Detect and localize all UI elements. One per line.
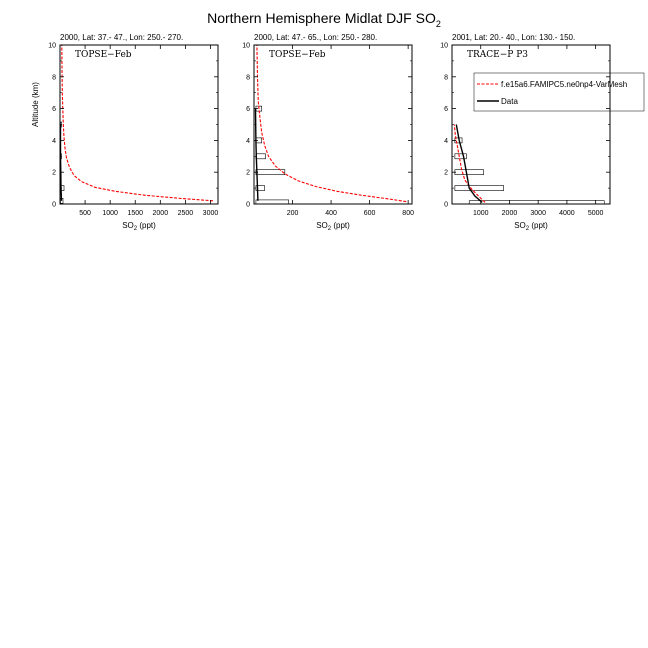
x-axis-label-unit: (ppt) [137, 221, 156, 230]
panel-label: TOPSE−Feb [75, 50, 132, 60]
y-tick-label: 0 [246, 202, 250, 209]
y-tick-label: 6 [52, 106, 56, 113]
x-axis-label: SO2 (ppt) [514, 221, 548, 232]
legend-entry: Data [501, 97, 518, 106]
y-tick-label: 4 [52, 138, 56, 145]
figure-title: Northern Hemisphere Midlat DJF SO2 [207, 10, 441, 29]
plot-area [453, 124, 605, 204]
plot-area [60, 45, 214, 204]
y-tick-label: 8 [444, 74, 448, 81]
y-tick-label: 2 [52, 170, 56, 177]
chart-panel-1: 2000, Lat: 37.- 47., Lon: 250.- 270. TOPS… [31, 33, 219, 232]
x-tick-label: 400 [325, 210, 337, 217]
x-tick-label: 2500 [178, 210, 194, 217]
plot-frame [59, 44, 219, 205]
plot-area [254, 45, 407, 204]
x-axis-label-main: SO [514, 221, 526, 230]
x-tick-label: 2000 [153, 210, 169, 217]
x-axis-label-unit: (ppt) [529, 221, 548, 230]
y-axis-label: Altitude (km) [31, 82, 40, 127]
x-tick-label: 2000 [502, 210, 518, 217]
x-tick-label: 5000 [588, 210, 604, 217]
x-axis-label: SO2 (ppt) [122, 221, 156, 232]
y-tick-label: 8 [52, 74, 56, 81]
x-axis-label-subscript: 2 [526, 226, 530, 232]
x-tick-label: 600 [364, 210, 376, 217]
panel-subtitle: 2000, Lat: 47.- 65., Lon: 250.- 280. [254, 33, 377, 42]
data-profile-line [455, 124, 483, 203]
panel-label: TRACE−P P3 [467, 50, 528, 60]
x-axis-label-subscript: 2 [328, 226, 332, 232]
y-tick-label: 0 [52, 202, 56, 209]
x-axis-label-subscript: 2 [134, 226, 138, 232]
y-tick-label: 10 [440, 43, 448, 50]
x-tick-label: 1000 [102, 210, 118, 217]
x-tick-label: 500 [79, 210, 91, 217]
y-tick-label: 0 [444, 202, 448, 209]
panel-subtitle: 2000, Lat: 37.- 47., Lon: 250.- 270. [60, 33, 183, 42]
x-tick-label: 4000 [559, 210, 575, 217]
y-tick-label: 8 [246, 74, 250, 81]
data-range-box [255, 153, 266, 160]
data-range-box [468, 200, 605, 204]
y-tick-label: 10 [242, 43, 250, 50]
legend-entry: f.e15a6.FAMIPC5.ne0np4-VarMesh [501, 80, 627, 89]
panel-label: TOPSE−Feb [269, 50, 326, 60]
x-tick-label: 200 [287, 210, 299, 217]
x-tick-label: 3000 [203, 210, 219, 217]
y-tick-label: 6 [444, 106, 448, 113]
y-tick-label: 2 [246, 170, 250, 177]
y-tick-label: 4 [246, 138, 250, 145]
figure-title-subscript: 2 [436, 19, 441, 29]
chart-panel-2: 2000, Lat: 47.- 65., Lon: 250.- 280. TOPS… [242, 33, 414, 232]
data-range-box [454, 185, 505, 191]
x-axis-label: SO2 (ppt) [316, 221, 350, 232]
x-axis-label-unit: (ppt) [331, 221, 350, 230]
model-profile-line [453, 124, 486, 203]
x-tick-label: 800 [402, 210, 414, 217]
data-range-box [454, 169, 484, 175]
data-range-box [454, 153, 467, 160]
data-profile-line [254, 108, 259, 201]
y-tick-label: 10 [48, 43, 56, 50]
x-tick-label: 3000 [530, 210, 546, 217]
y-tick-label: 4 [444, 138, 448, 145]
x-axis-label-main: SO [122, 221, 134, 230]
data-profile-line [60, 124, 63, 201]
plot-frame [451, 44, 611, 205]
figure-title-main: Northern Hemisphere Midlat DJF SO [207, 10, 436, 26]
model-profile-line [61, 45, 214, 202]
panels: 2000, Lat: 37.- 47., Lon: 250.- 270. TOPS… [31, 33, 645, 232]
model-profile-line [256, 45, 407, 203]
legend-box [473, 72, 645, 112]
chart-panel-3: 2001, Lat: 20.- 40., Lon: 130.- 150. TRAC… [440, 33, 645, 232]
x-tick-label: 1500 [127, 210, 143, 217]
panel-subtitle: 2001, Lat: 20.- 40., Lon: 130.- 150. [452, 33, 575, 42]
y-tick-label: 6 [246, 106, 250, 113]
x-tick-label: 1000 [473, 210, 489, 217]
y-tick-label: 2 [444, 170, 448, 177]
data-range-box [255, 199, 289, 204]
x-axis-label-main: SO [316, 221, 328, 230]
legend: f.e15a6.FAMIPC5.ne0np4-VarMesh Data [473, 72, 645, 112]
plot-frame [253, 44, 413, 205]
